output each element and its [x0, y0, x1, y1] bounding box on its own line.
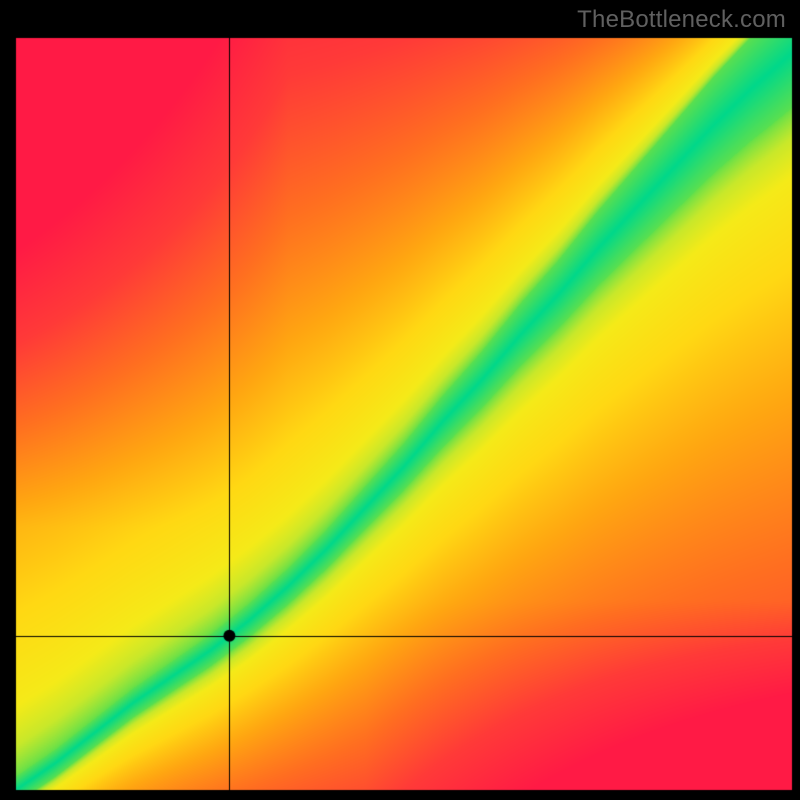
bottleneck-heatmap — [0, 0, 800, 800]
watermark-text: TheBottleneck.com — [577, 6, 786, 34]
